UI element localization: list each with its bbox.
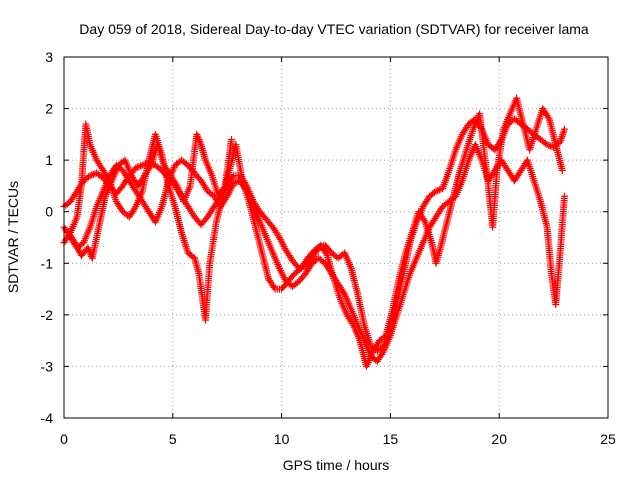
data-point	[196, 139, 204, 147]
data-point	[86, 172, 94, 180]
x-axis-label: GPS time / hours	[283, 457, 390, 473]
y-tick-label: 2	[45, 101, 53, 117]
data-point	[322, 250, 330, 258]
plot-frame	[63, 56, 609, 419]
x-tick-labels: 0 5 10 15 20 25	[60, 431, 616, 447]
data-point	[545, 141, 553, 149]
data-point	[220, 184, 228, 192]
grid	[63, 56, 609, 419]
chart-title: Day 059 of 2018, Sidereal Day-to-day VTE…	[79, 21, 589, 37]
data-point	[146, 163, 154, 171]
data-point	[348, 319, 356, 327]
data-point	[85, 247, 93, 255]
x-tick-label: 25	[600, 431, 616, 447]
data-point	[228, 136, 236, 144]
x-tick-label: 10	[274, 431, 290, 447]
data-point	[195, 136, 203, 144]
data-point	[196, 137, 204, 145]
x-tick-label: 0	[60, 431, 68, 447]
data-point	[379, 349, 387, 357]
data-point	[193, 130, 201, 138]
data-point	[172, 180, 180, 188]
data-point	[560, 125, 568, 133]
data-points	[60, 94, 568, 370]
data-point	[435, 186, 443, 194]
y-axis-label: SDTVAR / TECUs	[5, 181, 21, 293]
data-point	[274, 232, 282, 240]
data-point	[138, 161, 146, 169]
data-point	[193, 132, 201, 140]
data-point	[434, 186, 442, 194]
data-point	[560, 192, 568, 200]
data-point	[544, 113, 552, 121]
y-tick-label: 1	[45, 152, 53, 168]
data-point	[70, 237, 78, 245]
data-point	[432, 187, 440, 195]
x-tick-label: 5	[169, 431, 177, 447]
data-point	[84, 244, 92, 252]
data-point	[131, 204, 139, 212]
x-tick-label: 20	[491, 431, 507, 447]
y-tick-label: -1	[41, 255, 54, 271]
x-tick-label: 15	[383, 431, 399, 447]
data-point	[270, 283, 278, 291]
y-tick-label: -3	[41, 358, 54, 374]
data-point	[558, 166, 566, 174]
y-tick-labels: -4 -3 -2 -1 0 1 2 3	[41, 49, 54, 426]
data-point	[231, 179, 239, 187]
data-point	[135, 163, 143, 171]
y-tick-label: 0	[45, 204, 53, 220]
data-point	[132, 164, 140, 172]
data-point	[91, 170, 99, 178]
data-point	[229, 173, 237, 181]
data-point	[543, 141, 551, 149]
data-point	[137, 162, 145, 170]
data-point	[88, 171, 96, 179]
y-tick-label: -2	[41, 307, 54, 323]
data-point	[230, 179, 238, 187]
data-point	[340, 289, 348, 297]
y-tick-label: 3	[45, 49, 53, 65]
data-point	[133, 163, 141, 171]
data-point	[194, 134, 202, 142]
data-point	[420, 216, 428, 224]
y-tick-label: -4	[41, 410, 54, 426]
